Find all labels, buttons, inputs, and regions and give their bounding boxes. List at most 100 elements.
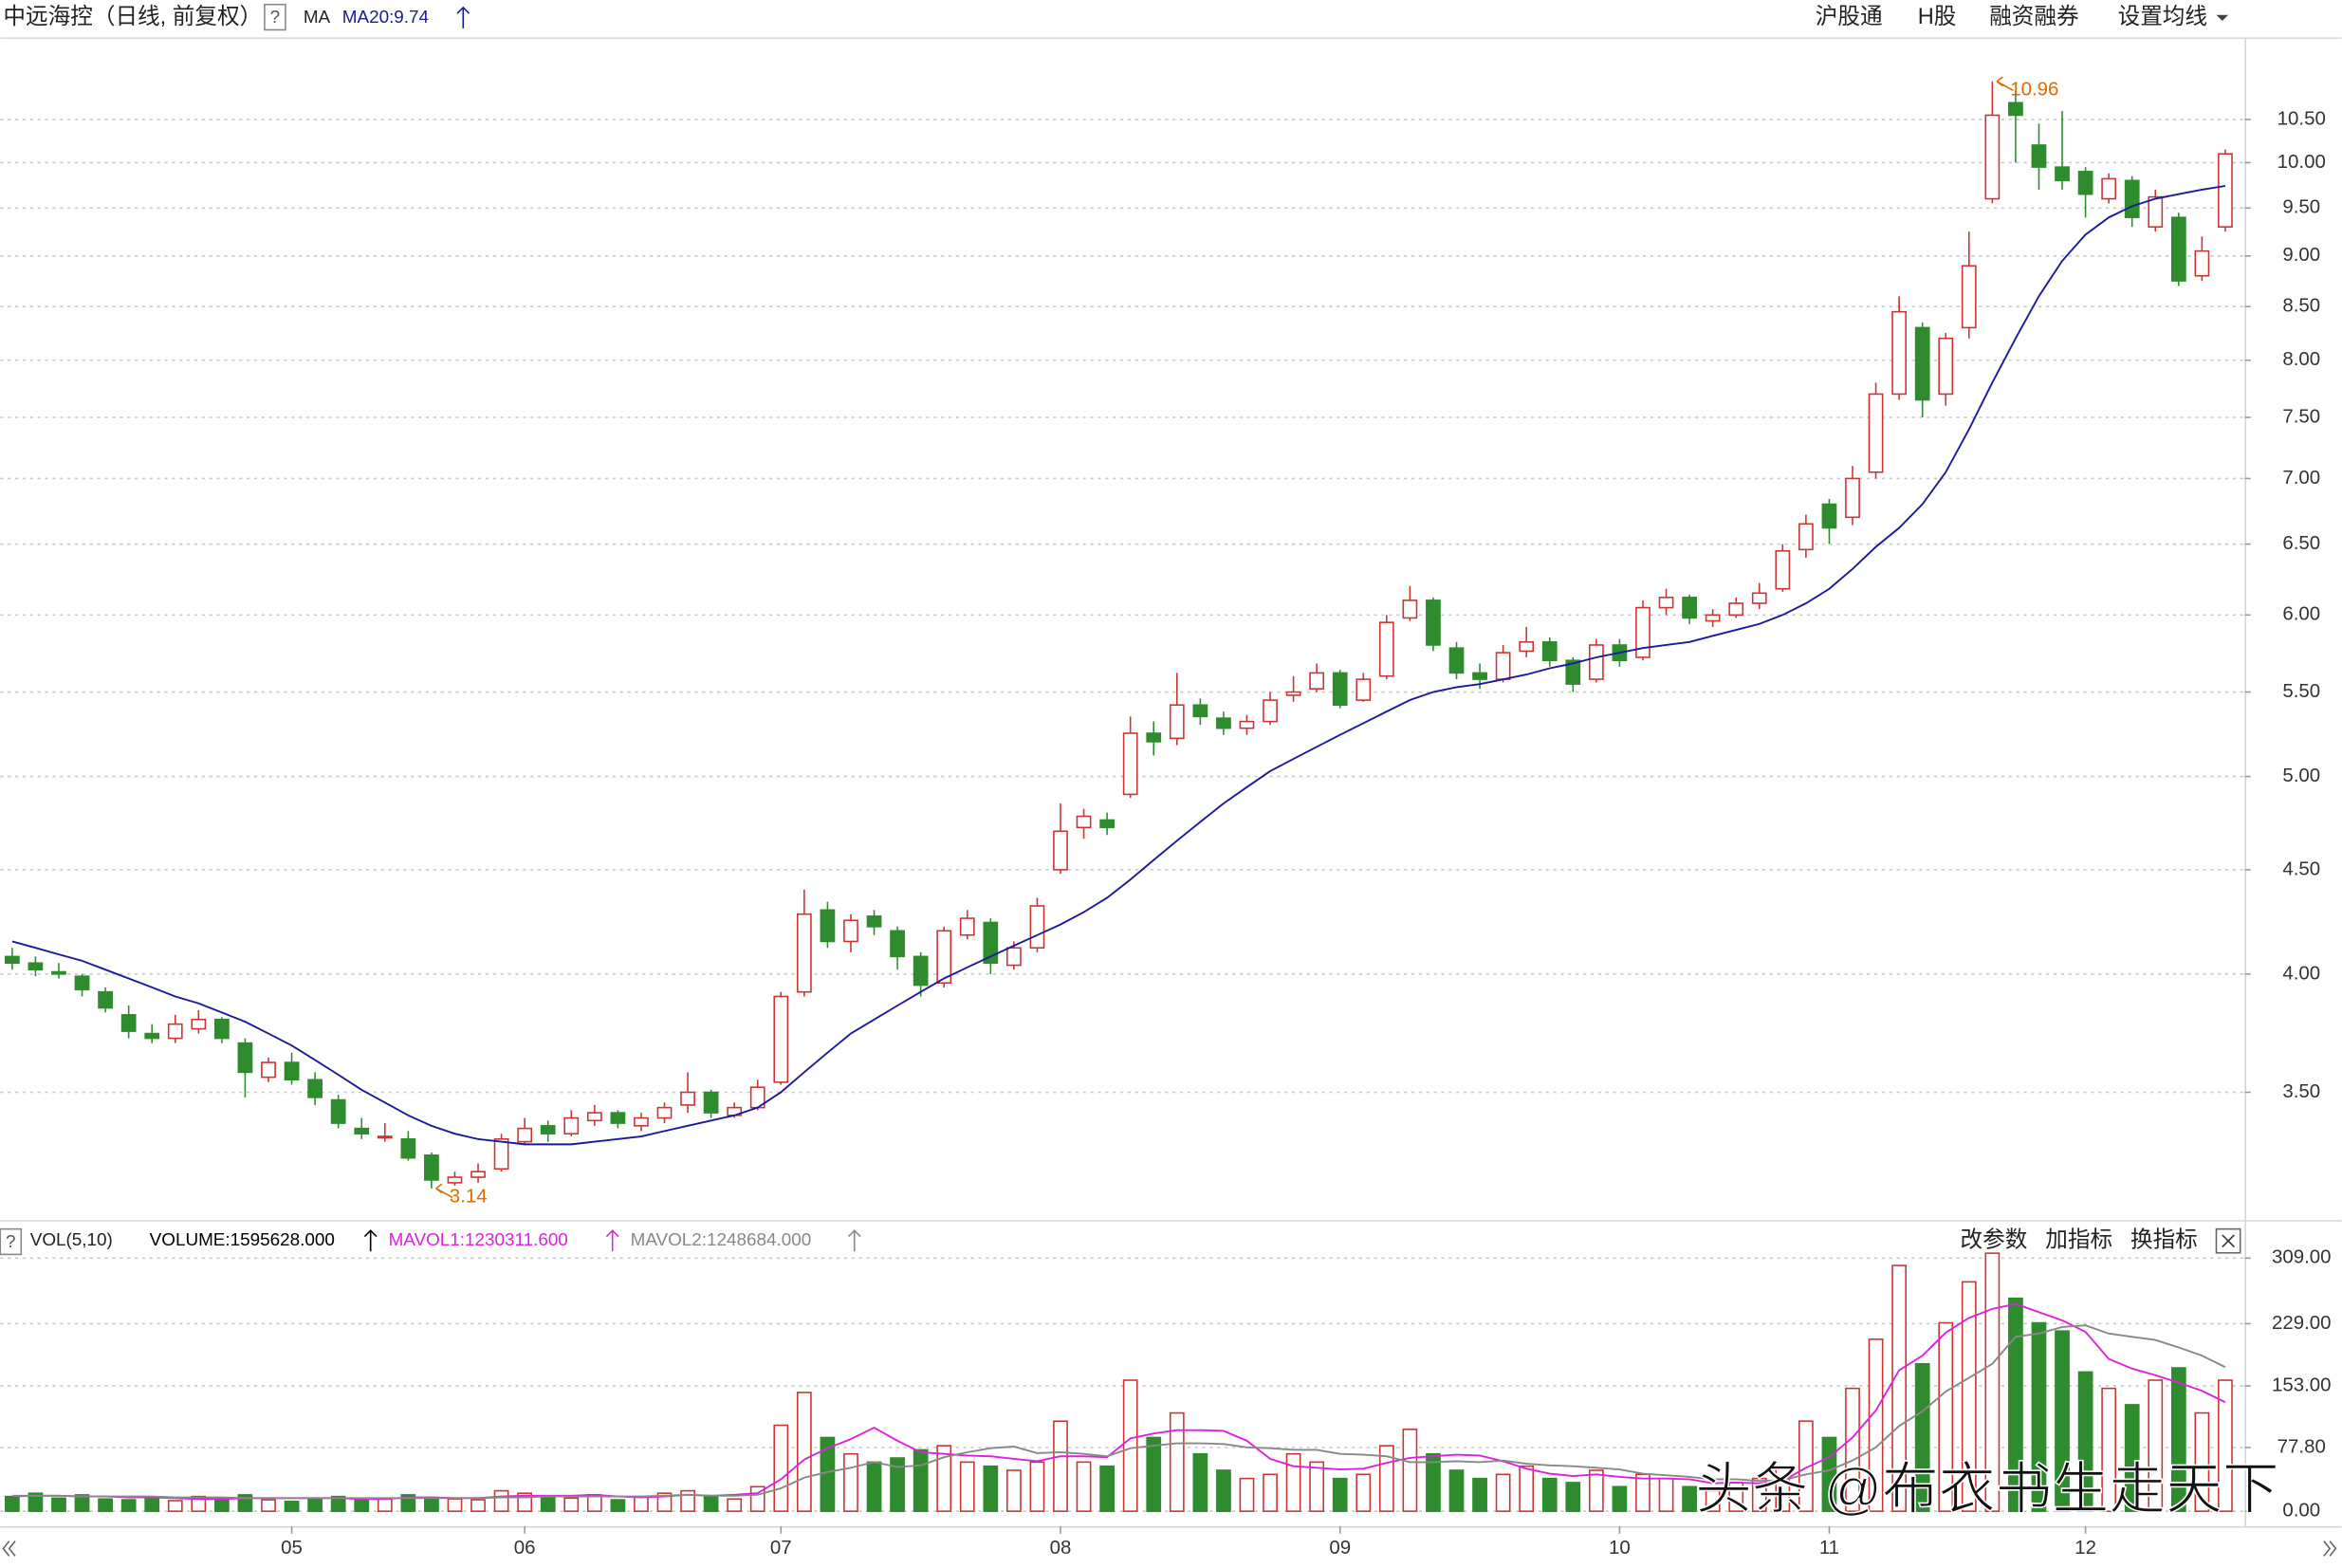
toolbar-button[interactable]: 融资融券 — [1989, 4, 2078, 29]
volume-bar — [28, 1492, 44, 1512]
candle-body — [1472, 672, 1487, 680]
help-button[interactable] — [264, 3, 286, 31]
volume-bar — [1263, 1473, 1278, 1512]
volume-bar — [1868, 1338, 1884, 1512]
volume-bar — [1984, 1252, 2001, 1512]
volume-bar — [2101, 1387, 2117, 1512]
close-icon — [2222, 1234, 2235, 1248]
volume-bar — [1309, 1461, 1325, 1512]
y-tick-label: 9.00 — [2282, 244, 2320, 266]
candle-body — [51, 970, 66, 975]
volume-bar — [610, 1499, 626, 1512]
candle-body — [1495, 652, 1511, 680]
volume-bar — [1239, 1477, 1255, 1512]
indicator-button[interactable]: 改参数 — [1961, 1227, 2028, 1252]
y-tick-label: 229.00 — [2272, 1312, 2332, 1334]
candle-body — [377, 1135, 393, 1139]
toolbar-button[interactable]: 沪股通 — [1816, 4, 1883, 29]
candle-body — [1309, 672, 1325, 690]
volume-bar — [1588, 1469, 1604, 1512]
candle-body — [1332, 672, 1348, 707]
volume-bar — [98, 1498, 113, 1512]
candle-body — [400, 1138, 416, 1159]
volume-bar — [1053, 1420, 1068, 1512]
candle-body — [1122, 732, 1138, 796]
y-tick-label: 4.00 — [2282, 962, 2320, 984]
candle-body — [890, 930, 905, 958]
scroll-right[interactable] — [2323, 1540, 2337, 1557]
close-button[interactable] — [2215, 1227, 2241, 1254]
candle-body — [2218, 153, 2233, 228]
volume-bar — [354, 1499, 370, 1512]
volume-bar — [2194, 1411, 2210, 1512]
candle-body — [98, 990, 113, 1009]
candle-body — [936, 930, 952, 985]
y-tick-label: 309.00 — [2272, 1246, 2332, 1268]
candle-body — [610, 1112, 626, 1124]
candle-body — [1076, 815, 1092, 829]
volume-bar — [214, 1498, 230, 1512]
toolbar-button[interactable]: H股 — [1918, 5, 1957, 29]
volume-bar — [1938, 1321, 1954, 1512]
y-tick-label: 10.00 — [2277, 151, 2326, 173]
volume-bar — [1448, 1469, 1465, 1512]
y-tick-label: 77.80 — [2277, 1435, 2326, 1457]
volume-bar — [1682, 1485, 1697, 1512]
volume-bar — [866, 1461, 882, 1512]
candle-body — [354, 1127, 370, 1134]
candle-body — [1099, 819, 1115, 829]
candle-body — [656, 1106, 673, 1119]
candle-body — [1658, 597, 1674, 609]
x-tick-label: 11 — [1819, 1537, 1839, 1559]
volume-bar — [936, 1445, 952, 1512]
arrow-icon — [456, 6, 470, 28]
x-tick-label: 05 — [281, 1537, 303, 1559]
candle-body — [983, 921, 999, 965]
candle-body — [2124, 179, 2140, 219]
help-icon[interactable]: ? — [270, 8, 281, 28]
dropdown-icon[interactable] — [2216, 14, 2229, 22]
ma-line — [11, 185, 2226, 1146]
candle-body — [307, 1079, 323, 1098]
candle-body — [284, 1061, 300, 1081]
help-button[interactable] — [0, 1227, 23, 1256]
volume-bar — [1122, 1379, 1138, 1512]
help-icon[interactable]: ? — [6, 1232, 16, 1252]
y-tick-label: 153.00 — [2272, 1374, 2332, 1395]
candle-body — [1239, 720, 1255, 729]
x-tick-label: 07 — [770, 1537, 792, 1559]
annotation-label: 3.14 — [450, 1186, 488, 1208]
volume-legend: VOLUME:1595628.000 — [150, 1230, 335, 1250]
candle-body — [1355, 678, 1372, 701]
indicator-button[interactable]: 加指标 — [2045, 1227, 2112, 1252]
x-tick-label: 09 — [1329, 1537, 1351, 1559]
volume-bar — [2077, 1371, 2093, 1512]
y-tick-label: 9.50 — [2282, 196, 2320, 218]
volume-bar — [843, 1452, 858, 1512]
candle-body — [2101, 177, 2117, 200]
volume-bar — [1402, 1429, 1418, 1512]
candle-body — [330, 1098, 346, 1124]
candle-body — [1053, 830, 1068, 871]
volume-bar — [424, 1496, 439, 1512]
volume-bar — [796, 1392, 812, 1512]
candle-body — [1285, 691, 1301, 696]
arrow-icon — [605, 1229, 619, 1252]
candle-body — [424, 1154, 439, 1181]
candle-body — [470, 1171, 486, 1178]
ma-legend: MA20:9.74 — [342, 8, 429, 28]
candle-body — [1541, 640, 1558, 661]
toolbar-button[interactable]: 设置均线 — [2118, 4, 2207, 29]
candle-body — [237, 1042, 253, 1074]
volume-bar — [563, 1497, 580, 1512]
volume-bar — [330, 1495, 346, 1512]
indicator-button[interactable]: 换指标 — [2130, 1227, 2198, 1252]
candle-body — [2077, 171, 2093, 195]
volume-bar — [144, 1497, 160, 1512]
y-tick-label: 8.00 — [2282, 348, 2320, 370]
volume-bar — [284, 1501, 300, 1512]
volume-bar — [2031, 1321, 2047, 1512]
candle-body — [1728, 602, 1744, 617]
scroll-left[interactable] — [2, 1540, 16, 1557]
candle-body — [1705, 614, 1721, 622]
